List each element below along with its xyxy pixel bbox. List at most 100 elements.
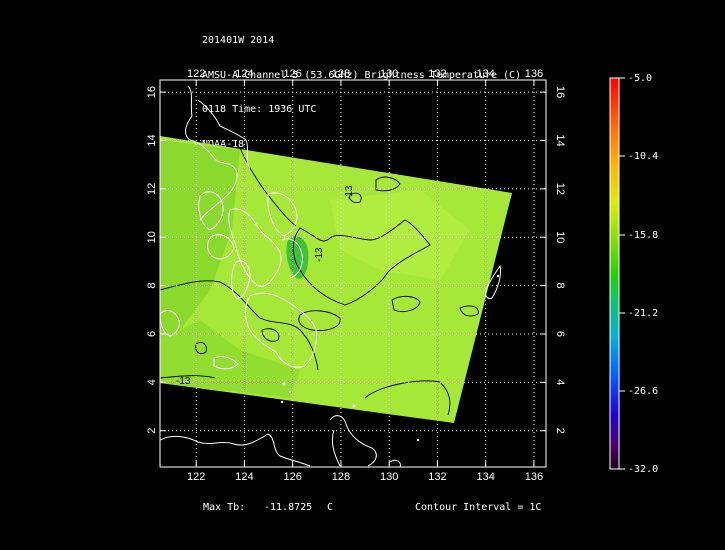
contour-line [292, 219, 431, 306]
lat-tick-label: 2 [554, 428, 566, 434]
island [352, 404, 356, 408]
coast-visayas [228, 208, 282, 287]
map-frame [159, 79, 547, 468]
title-line-4: NOAA-18 [202, 138, 245, 150]
lon-labels-bottom: 122 124 126 128 130 132 134 136 [187, 471, 543, 483]
contour-line [375, 176, 401, 192]
lat-tick-label: 4 [554, 379, 566, 385]
title-line-2: AMSU-A Channel 5 (53.6GHz) Brightness Te… [202, 69, 522, 81]
lat-tick-label: 14 [554, 134, 566, 146]
contour-labels: -13 -13 -13 [176, 185, 355, 387]
lat-labels-left: 2 4 6 8 10 12 14 16 [146, 86, 158, 434]
lon-tick-label: 130 [380, 68, 398, 80]
contour-line [298, 310, 341, 331]
swath-darker-zone-south [160, 320, 300, 398]
coast-sulawesi [329, 415, 377, 467]
coast-leyte [281, 238, 303, 279]
title-line-1: 201401W 2014 [202, 35, 275, 46]
contour-line [364, 380, 451, 416]
contour-line [160, 375, 216, 379]
contour-lines [160, 147, 479, 416]
colorbar-label: -26.6 [628, 386, 659, 397]
swath-green-spot [286, 236, 309, 279]
lon-tick-label: 124 [235, 68, 253, 80]
contour-label: -13 [176, 376, 191, 387]
lat-tick-label: 2 [146, 428, 158, 434]
max-tb-label: Max Tb: [203, 502, 246, 513]
contour-interval: Contour Interval = 1C [415, 502, 542, 513]
lon-tick-label: 132 [428, 471, 446, 483]
lat-tick-label: 10 [554, 231, 566, 243]
island [280, 400, 284, 404]
island [282, 382, 286, 386]
coast-sulu [213, 355, 239, 370]
lon-tick-label: 122 [187, 471, 205, 483]
coast-borneo [160, 433, 311, 467]
lat-tick-label: 6 [146, 331, 158, 337]
lon-tick-label: 130 [380, 471, 398, 483]
contour-line [459, 305, 479, 317]
lat-tick-label: 10 [146, 231, 158, 243]
island [496, 274, 500, 278]
coast-samar [267, 192, 298, 237]
colorbar-label: -15.8 [628, 230, 659, 241]
max-tb-unit: C [327, 502, 334, 513]
lon-tick-label: 124 [235, 471, 253, 483]
lat-lon-grid [160, 80, 546, 467]
lon-tick-label: 126 [284, 68, 302, 80]
lon-tick-label: 122 [187, 68, 205, 80]
coast-palawan [160, 310, 180, 337]
swath-darker-zone-west [160, 140, 240, 340]
colorbar-label: -21.2 [628, 308, 659, 319]
map-title: 201401W 2014 AMSU-A Channel 5 (53.6GHz) … [202, 12, 521, 162]
coast-panay [207, 234, 235, 260]
colorbar-ticks [619, 77, 625, 470]
coast-mindanao [245, 292, 317, 368]
coastlines [160, 85, 501, 467]
lat-tick-label: 6 [554, 331, 566, 337]
frame-ticks [160, 80, 546, 467]
coast-halmahera [389, 459, 401, 467]
contour-label: -13 [344, 185, 355, 200]
coast-mindoro [198, 191, 224, 231]
colorbar-label: -10.4 [628, 151, 659, 162]
colorbar-label: -32.0 [628, 464, 659, 475]
small-islands [280, 274, 500, 442]
colorbar [609, 77, 620, 470]
lon-tick-label: 136 [525, 68, 543, 80]
contour-line [195, 341, 207, 355]
contour-line [349, 192, 362, 203]
contour-line [261, 328, 280, 342]
lon-tick-label: 134 [477, 68, 495, 80]
contour-line [391, 295, 421, 313]
swath-layer [160, 80, 546, 467]
lon-tick-label: 136 [525, 471, 543, 483]
lat-tick-label: 12 [554, 183, 566, 195]
lon-tick-label: 128 [332, 68, 350, 80]
max-tb-value: -11.8725 [264, 502, 313, 513]
lon-tick-label: 132 [428, 68, 446, 80]
island [416, 438, 420, 442]
lon-tick-label: 128 [332, 471, 350, 483]
contour-line [160, 280, 319, 371]
lon-tick-label: 126 [284, 471, 302, 483]
colorbar-label: -5.0 [628, 73, 653, 84]
lat-tick-label: 8 [146, 283, 158, 289]
coast-palau [485, 264, 501, 299]
lat-labels-right: 2 4 6 8 10 12 14 16 [554, 86, 566, 434]
lat-tick-label: 14 [146, 134, 158, 146]
contour-label: -13 [314, 247, 325, 262]
coast-luzon [185, 85, 238, 221]
island [288, 390, 292, 394]
swath-lighter-zone [330, 190, 470, 280]
lat-tick-label: 16 [554, 86, 566, 98]
lat-tick-label: 4 [146, 379, 158, 385]
lat-tick-label: 16 [146, 86, 158, 98]
lon-labels-top: 122 124 126 128 130 132 134 136 [187, 68, 543, 80]
title-line-3: 0118 Time: 1936 UTC [202, 104, 317, 115]
lat-tick-label: 12 [146, 183, 158, 195]
coast-luzon-east [197, 99, 251, 169]
lon-tick-label: 134 [477, 471, 495, 483]
lat-tick-label: 8 [554, 283, 566, 289]
